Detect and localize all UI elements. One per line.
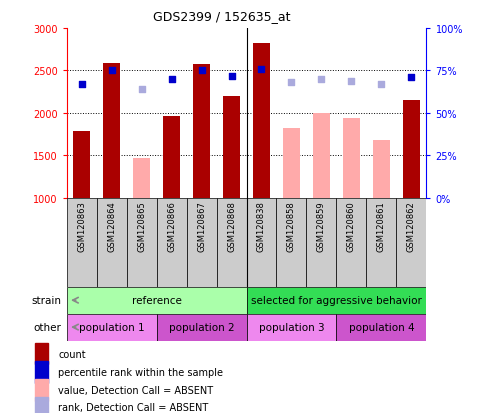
Text: GSM120866: GSM120866 <box>167 201 176 252</box>
Text: population 2: population 2 <box>169 322 234 332</box>
Point <box>348 78 355 85</box>
Text: population 4: population 4 <box>349 322 414 332</box>
Text: GSM120862: GSM120862 <box>407 201 416 252</box>
FancyBboxPatch shape <box>246 314 336 341</box>
Text: population 1: population 1 <box>79 322 144 332</box>
FancyBboxPatch shape <box>246 287 426 314</box>
FancyBboxPatch shape <box>157 314 246 341</box>
Text: rank, Detection Call = ABSENT: rank, Detection Call = ABSENT <box>58 403 209 413</box>
Bar <box>35 396 48 413</box>
Bar <box>35 361 48 383</box>
Text: GSM120859: GSM120859 <box>317 201 326 252</box>
FancyBboxPatch shape <box>396 198 426 287</box>
Bar <box>253 44 270 198</box>
Text: GSM120863: GSM120863 <box>77 201 86 252</box>
Point <box>168 76 176 83</box>
Text: percentile rank within the sample: percentile rank within the sample <box>58 367 223 377</box>
Text: GSM120858: GSM120858 <box>287 201 296 252</box>
Text: GSM120867: GSM120867 <box>197 201 206 252</box>
Bar <box>163 117 180 198</box>
FancyBboxPatch shape <box>216 198 246 287</box>
Text: strain: strain <box>32 295 62 306</box>
FancyBboxPatch shape <box>336 314 426 341</box>
Text: GSM120838: GSM120838 <box>257 201 266 252</box>
Bar <box>373 141 389 198</box>
FancyBboxPatch shape <box>67 287 246 314</box>
Text: GSM120865: GSM120865 <box>137 201 146 252</box>
Text: GSM120864: GSM120864 <box>107 201 116 252</box>
Point <box>257 66 265 73</box>
FancyBboxPatch shape <box>186 198 216 287</box>
FancyBboxPatch shape <box>127 198 157 287</box>
FancyBboxPatch shape <box>277 198 307 287</box>
Bar <box>35 343 48 365</box>
Bar <box>223 97 240 198</box>
Point <box>408 75 416 81</box>
FancyBboxPatch shape <box>366 198 396 287</box>
Text: population 3: population 3 <box>259 322 324 332</box>
Bar <box>283 129 300 198</box>
Text: GSM120861: GSM120861 <box>377 201 386 252</box>
Point <box>317 76 325 83</box>
Bar <box>104 64 120 198</box>
Text: reference: reference <box>132 295 181 306</box>
Text: value, Detection Call = ABSENT: value, Detection Call = ABSENT <box>58 385 213 395</box>
FancyBboxPatch shape <box>67 198 97 287</box>
FancyBboxPatch shape <box>67 314 157 341</box>
Point <box>138 87 145 93</box>
Bar <box>343 119 360 198</box>
Text: count: count <box>58 349 86 358</box>
Point <box>198 68 206 74</box>
Text: GDS2399 / 152635_at: GDS2399 / 152635_at <box>153 10 290 23</box>
Point <box>107 68 115 74</box>
Text: other: other <box>34 322 62 332</box>
Bar <box>313 114 330 198</box>
Bar <box>73 131 90 198</box>
Text: GSM120868: GSM120868 <box>227 201 236 252</box>
Point <box>287 80 295 86</box>
FancyBboxPatch shape <box>336 198 366 287</box>
FancyBboxPatch shape <box>157 198 186 287</box>
Bar <box>133 159 150 198</box>
FancyBboxPatch shape <box>307 198 336 287</box>
Text: GSM120860: GSM120860 <box>347 201 356 252</box>
FancyBboxPatch shape <box>97 198 127 287</box>
Point <box>228 73 236 80</box>
Text: selected for aggressive behavior: selected for aggressive behavior <box>251 295 422 306</box>
Bar <box>403 101 420 198</box>
Bar <box>35 379 48 401</box>
Point <box>378 81 386 88</box>
Bar <box>193 65 210 198</box>
FancyBboxPatch shape <box>246 198 277 287</box>
Point <box>77 81 85 88</box>
